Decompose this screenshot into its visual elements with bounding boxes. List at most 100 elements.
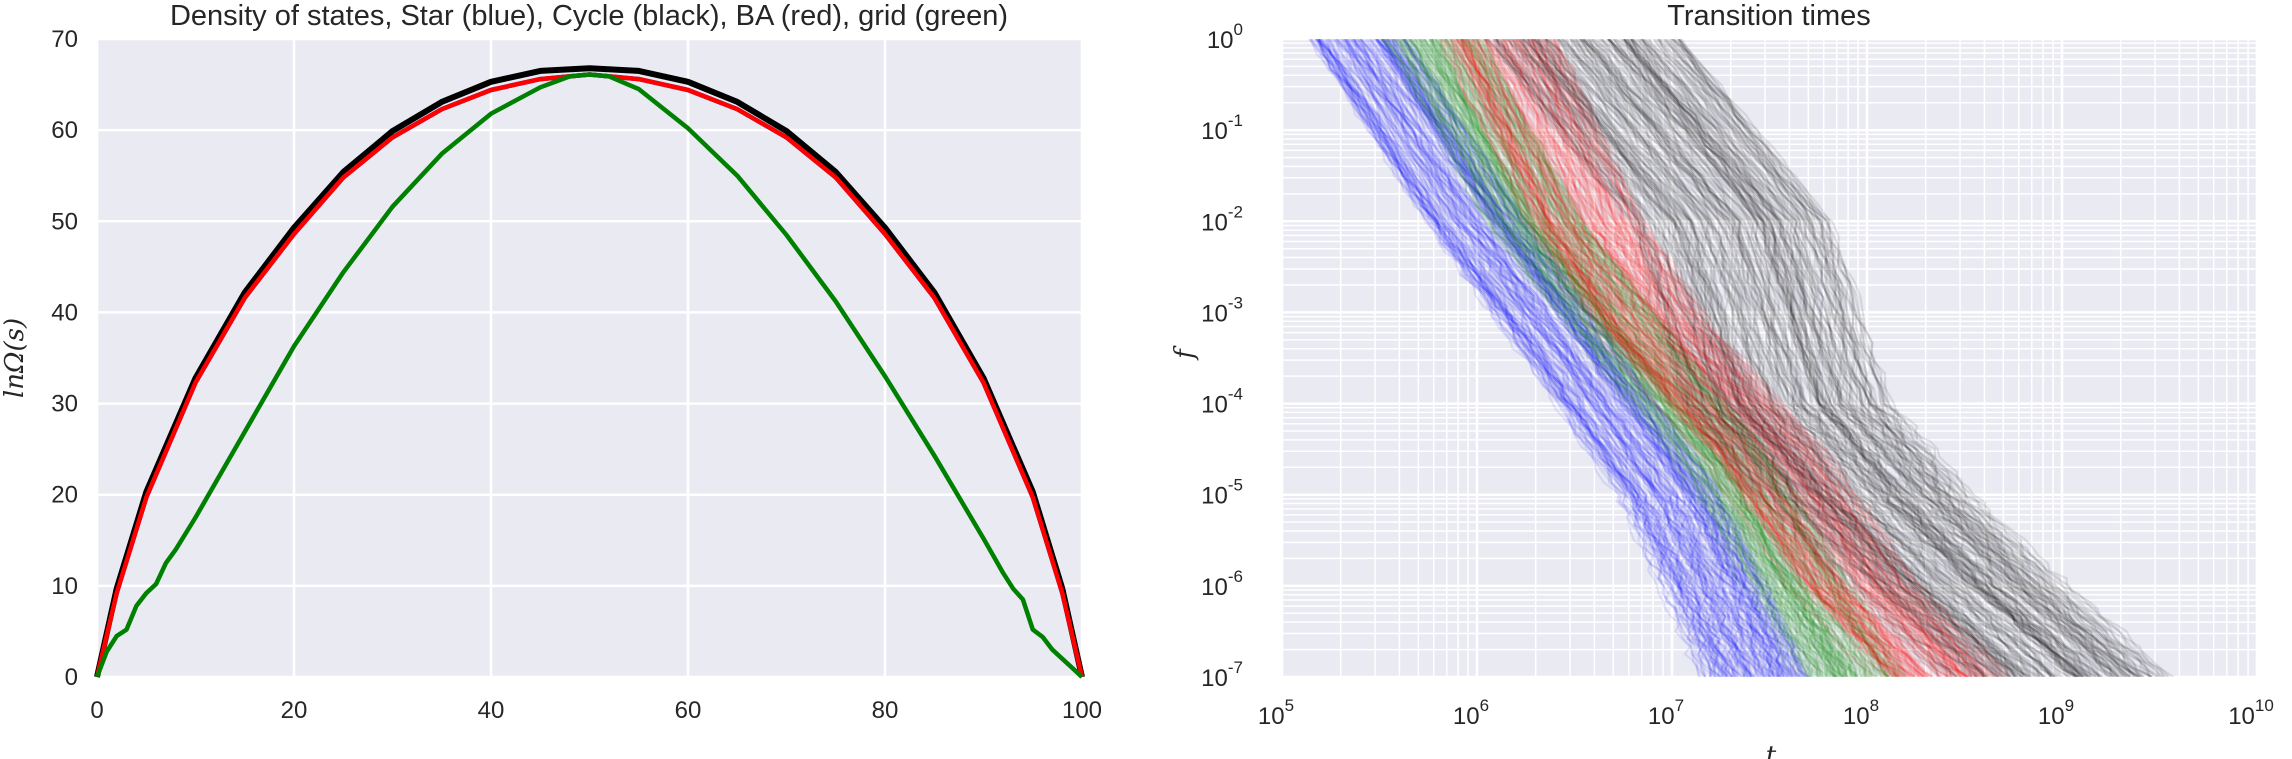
right-series-run <box>1530 39 1984 677</box>
right-series-run <box>1551 39 1989 677</box>
right-series-run <box>1485 39 1934 677</box>
right-series-run <box>1398 39 1802 677</box>
right-series-run <box>1582 39 2040 677</box>
right-series-run <box>1444 39 1911 677</box>
right-x-tick-label: 107 <box>1648 696 1684 730</box>
right-series-run <box>1374 39 1788 677</box>
left-y-tick-label: 70 <box>51 26 78 53</box>
right-series-run <box>1512 39 1994 677</box>
right-series-run <box>1403 39 1811 677</box>
right-series-run <box>1518 39 1996 677</box>
right-series-run <box>1384 39 1802 677</box>
right-series-run <box>1533 39 2030 677</box>
right-series-run <box>1496 39 1957 677</box>
right-series-run <box>1549 39 1985 677</box>
right-series-bundle-0 <box>1308 39 1811 677</box>
right-y-tick-label: 10-4 <box>1201 385 1243 419</box>
right-series-run <box>1365 39 1757 677</box>
right-series-run <box>1390 39 1800 677</box>
left-y-tick-label: 20 <box>51 482 78 509</box>
right-series-run <box>1491 39 1925 677</box>
right-y-axis-label: f <box>1170 345 1200 361</box>
right-series-run <box>1495 39 1924 677</box>
right-series-run <box>1380 39 1789 677</box>
right-series-run <box>1459 39 1870 677</box>
right-series-run <box>1543 39 2004 677</box>
right-series-run <box>1419 39 1842 677</box>
right-series-run <box>1401 39 1836 677</box>
right-series-run <box>1483 39 1889 677</box>
right-series-run <box>1503 39 1950 677</box>
right-series-run <box>1308 39 1706 677</box>
right-series-run <box>1449 39 1878 677</box>
right-series-run <box>1658 39 2150 677</box>
right-series-run <box>1486 39 1948 677</box>
right-series-run <box>1384 39 1814 677</box>
right-series-run <box>1469 39 1898 677</box>
right-series-run <box>1483 39 1928 677</box>
right-series-run <box>1582 39 2089 677</box>
right-series-run <box>1605 39 2080 677</box>
right-series-run <box>1308 39 1707 677</box>
right-series-lines <box>1308 39 2175 677</box>
right-series-run <box>1459 39 1898 677</box>
right-series-run <box>1526 39 1952 677</box>
right-series-run <box>1473 39 1891 677</box>
right-series-run <box>1562 39 2024 677</box>
right-series-run <box>1519 39 1986 677</box>
right-series-run <box>1434 39 1848 677</box>
right-series-run <box>1334 39 1746 677</box>
right-series-run <box>1389 39 1788 677</box>
right-series-run <box>1474 39 1903 677</box>
right-series-run <box>1476 39 1915 677</box>
right-series-bundle-3 <box>1485 39 2175 677</box>
right-series-run <box>1465 39 1879 677</box>
right-series-run <box>1367 39 1775 677</box>
right-series-run <box>1501 39 1928 677</box>
right-series-run <box>1368 39 1780 677</box>
right-series-run <box>1557 39 2017 677</box>
right-series-run <box>1521 39 1980 677</box>
right-x-axis-label: t <box>1766 741 1777 759</box>
right-series-run <box>1317 39 1712 677</box>
right-series-run <box>1565 39 2041 677</box>
right-series-run <box>1329 39 1718 677</box>
right-series-run <box>1472 39 1901 677</box>
right-series-run <box>1642 39 2119 677</box>
right-series-run <box>1337 39 1729 677</box>
right-series-run <box>1422 39 1848 677</box>
right-series-run <box>1517 39 1968 677</box>
right-series-run <box>1409 39 1819 677</box>
right-series-run <box>1444 39 1866 677</box>
right-series-run <box>1431 39 1846 677</box>
right-series-run <box>1377 39 1786 677</box>
right-series-run <box>1514 39 1955 677</box>
right-series-run <box>1414 39 1839 677</box>
right-series-run <box>1456 39 1899 677</box>
right-series-run <box>1639 39 2114 677</box>
right-series-run <box>1318 39 1722 677</box>
right-series-run <box>1428 39 1850 677</box>
right-series-run <box>1459 39 1915 677</box>
right-series-run <box>1475 39 1877 677</box>
right-series-run <box>1500 39 1960 677</box>
right-series-run <box>1495 39 1954 677</box>
right-series-run <box>1471 39 1926 677</box>
right-series-run <box>1579 39 2044 677</box>
right-series-run <box>1623 39 2128 677</box>
right-series-run <box>1481 39 1887 677</box>
left-y-axis-label: lnΩ(s) <box>0 318 30 398</box>
right-series-run <box>1502 39 2007 677</box>
right-series-run <box>1493 39 1984 677</box>
right-series-run <box>1329 39 1732 677</box>
right-series-run <box>1507 39 1989 677</box>
right-series-run <box>1445 39 1859 677</box>
right-series-run <box>1530 39 2024 677</box>
right-series-run <box>1522 39 2023 677</box>
right-series-run <box>1381 39 1802 677</box>
right-series-run <box>1449 39 1862 677</box>
right-series-run <box>1417 39 1839 677</box>
right-series-run <box>1323 39 1725 677</box>
right-series-run <box>1434 39 1857 677</box>
right-series-run <box>1465 39 1880 677</box>
